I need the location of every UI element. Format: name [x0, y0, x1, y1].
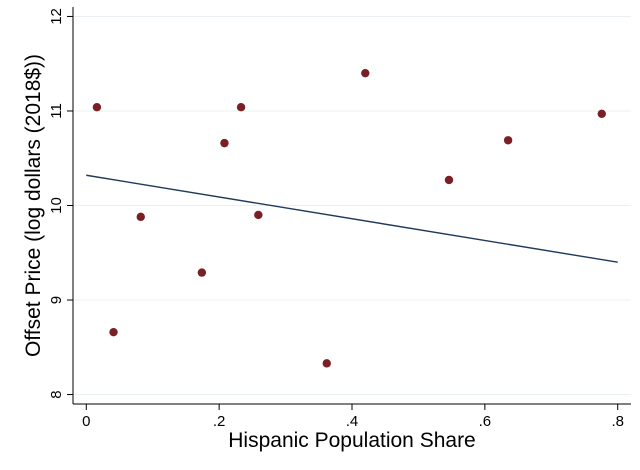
data-point: [92, 102, 102, 112]
data-point: [361, 68, 370, 78]
fit-line: [86, 174, 618, 263]
data-point: [109, 327, 118, 337]
x-tick-label: .8: [611, 413, 624, 430]
x-axis-label: Hispanic Population Share: [228, 429, 476, 452]
y-tick-label: 8: [48, 390, 65, 398]
data-point: [136, 212, 145, 222]
tick-layer: 0 .2 .4 .6 .8 8 9 10 11 12: [48, 8, 624, 430]
grid-layer: [73, 15, 631, 396]
y-tick-label: 10: [48, 197, 65, 214]
data-point: [236, 102, 246, 112]
x-tick-label: .4: [346, 413, 359, 430]
data-point: [444, 175, 454, 185]
x-tick-label: .6: [479, 413, 492, 430]
fit-line-layer: [86, 174, 618, 263]
y-axis-label: Offset Price (log dollars (2018$)): [22, 54, 45, 357]
data-point: [197, 268, 207, 277]
x-tick-label: 0: [82, 413, 90, 430]
point-layer: [92, 68, 606, 368]
y-tick-label: 11: [48, 103, 65, 119]
data-point: [503, 136, 513, 145]
data-point: [322, 359, 331, 368]
y-tick-label: 12: [48, 8, 65, 25]
y-tick-label: 9: [48, 296, 65, 304]
data-point: [254, 210, 263, 220]
data-point: [220, 138, 229, 148]
data-point: [597, 109, 606, 119]
x-tick-label: .2: [213, 413, 226, 430]
